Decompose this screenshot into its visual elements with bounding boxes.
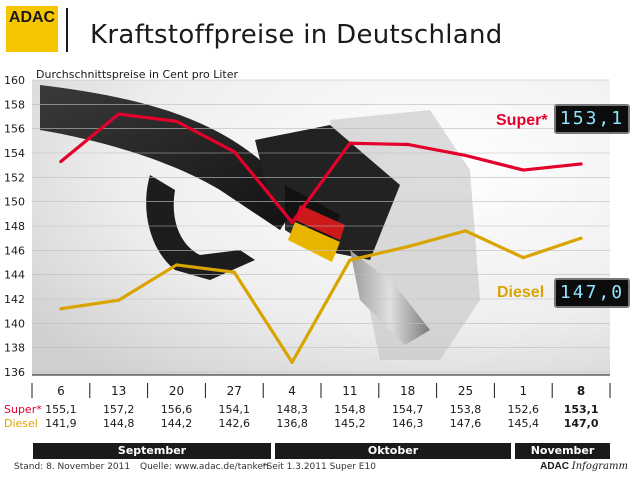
diesel-price-display: 147,0 [554, 278, 630, 308]
adac-infogramm-brand: ADAC Infogramm [540, 461, 628, 472]
super-data-point [59, 159, 63, 164]
super-price-display: 153,1 [554, 104, 630, 134]
diesel-table-value: 141,9 [45, 417, 77, 430]
diesel-table-value: 147,6 [449, 417, 482, 430]
diesel-data-point [117, 298, 121, 302]
diesel-data-point [59, 307, 63, 311]
super-table-value: 153,8 [449, 403, 482, 416]
x-tick-label: 25 [458, 384, 473, 398]
super-table-value: 155,1 [45, 403, 77, 416]
diesel-data-point [521, 256, 525, 260]
y-tick-label: 158 [4, 98, 25, 111]
diesel-table-value: 145,4 [507, 417, 540, 430]
month-september: September [33, 443, 271, 459]
y-tick-label: 152 [4, 171, 25, 184]
diesel-data-point [579, 236, 583, 240]
adac-logo: ADAC [6, 6, 58, 52]
y-tick-label: 140 [4, 317, 25, 330]
x-tick-label: 13 [111, 384, 126, 398]
x-tick-label: 18 [400, 384, 415, 398]
super-data-point [463, 153, 468, 158]
chart-title: Kraftstoffpreise in Deutschland [90, 20, 503, 50]
y-tick-label: 138 [4, 342, 25, 355]
super-data-point [406, 142, 410, 147]
super-table-value: 154,7 [391, 403, 424, 416]
super-table-value: 156,6 [160, 403, 193, 416]
x-tick-label: 27 [227, 384, 242, 398]
footer-note: *Seit 1.3.2011 Super E10 [262, 462, 376, 472]
super-price-line [59, 112, 582, 224]
y-axis-ticks: 160 158 156 154 152 150 148 146 144 142 140 138 136 [4, 74, 25, 379]
super-data-point [348, 141, 352, 145]
super-table-value: 152,6 [507, 403, 540, 416]
x-tick-label: 4 [288, 384, 296, 398]
super-table-value: 154,8 [334, 403, 366, 416]
y-tick-label: 148 [4, 220, 25, 233]
diesel-data-point [406, 245, 410, 249]
x-tick-label: 11 [342, 384, 357, 398]
super-table-value: 157,2 [102, 403, 135, 416]
super-series-label: Super* [496, 112, 548, 129]
super-table-value: 154,1 [218, 403, 251, 416]
super-data-point [521, 168, 525, 172]
table-label-diesel: Diesel [4, 417, 38, 430]
month-oktober: Oktober [275, 443, 511, 459]
diesel-table-value: 146,3 [391, 417, 424, 430]
diesel-data-point [232, 270, 236, 274]
diesel-data-point [463, 229, 468, 233]
super-data-point [579, 162, 583, 166]
x-tick-label: 20 [169, 384, 184, 398]
diesel-table-value: 136,8 [276, 417, 308, 430]
diesel-table-value: 144,8 [102, 417, 135, 430]
title-divider [66, 8, 68, 52]
x-axis: 6 13 20 27 4 11 18 25 1 8 [31, 374, 611, 398]
y-tick-label: 154 [4, 147, 25, 160]
super-table-value: 148,3 [276, 403, 308, 416]
footer-source: Quelle: www.adac.de/tanken [140, 462, 269, 472]
diesel-data-point [348, 258, 352, 262]
diesel-table-value: 142,6 [218, 417, 251, 430]
logo-text: ADAC [8, 9, 56, 26]
super-data-point [117, 112, 121, 116]
diesel-data-point [290, 360, 294, 364]
y-tick-label: 150 [4, 196, 25, 209]
y-tick-label: 156 [4, 123, 25, 136]
y-tick-label: 146 [4, 244, 25, 257]
y-tick-label: 160 [4, 74, 25, 87]
month-november: November [515, 443, 610, 459]
diesel-table-value: 147,0 [563, 417, 599, 430]
diesel-data-point [174, 263, 179, 267]
super-data-point [290, 220, 294, 224]
super-table-value: 153,1 [563, 403, 599, 416]
y-tick-label: 142 [4, 293, 25, 306]
super-data-point [232, 150, 236, 154]
chart-series [59, 112, 583, 364]
chart-grid [32, 79, 610, 373]
chart-subtitle: Durchschnittspreise in Cent pro Liter [36, 68, 238, 81]
footer-stand: Stand: 8. November 2011 [14, 462, 131, 472]
x-tick-label: 6 [57, 384, 65, 398]
diesel-table-value: 145,2 [334, 417, 366, 430]
diesel-price-line [60, 229, 582, 364]
table-label-super: Super* [4, 403, 42, 416]
diesel-series-label: Diesel [497, 284, 545, 301]
x-tick-label: 8 [577, 384, 585, 398]
super-data-point [174, 119, 179, 123]
y-tick-label: 144 [4, 269, 25, 282]
x-tick-label: 1 [519, 384, 527, 398]
diesel-table-value: 144,2 [160, 417, 193, 430]
y-tick-label: 136 [4, 366, 25, 379]
